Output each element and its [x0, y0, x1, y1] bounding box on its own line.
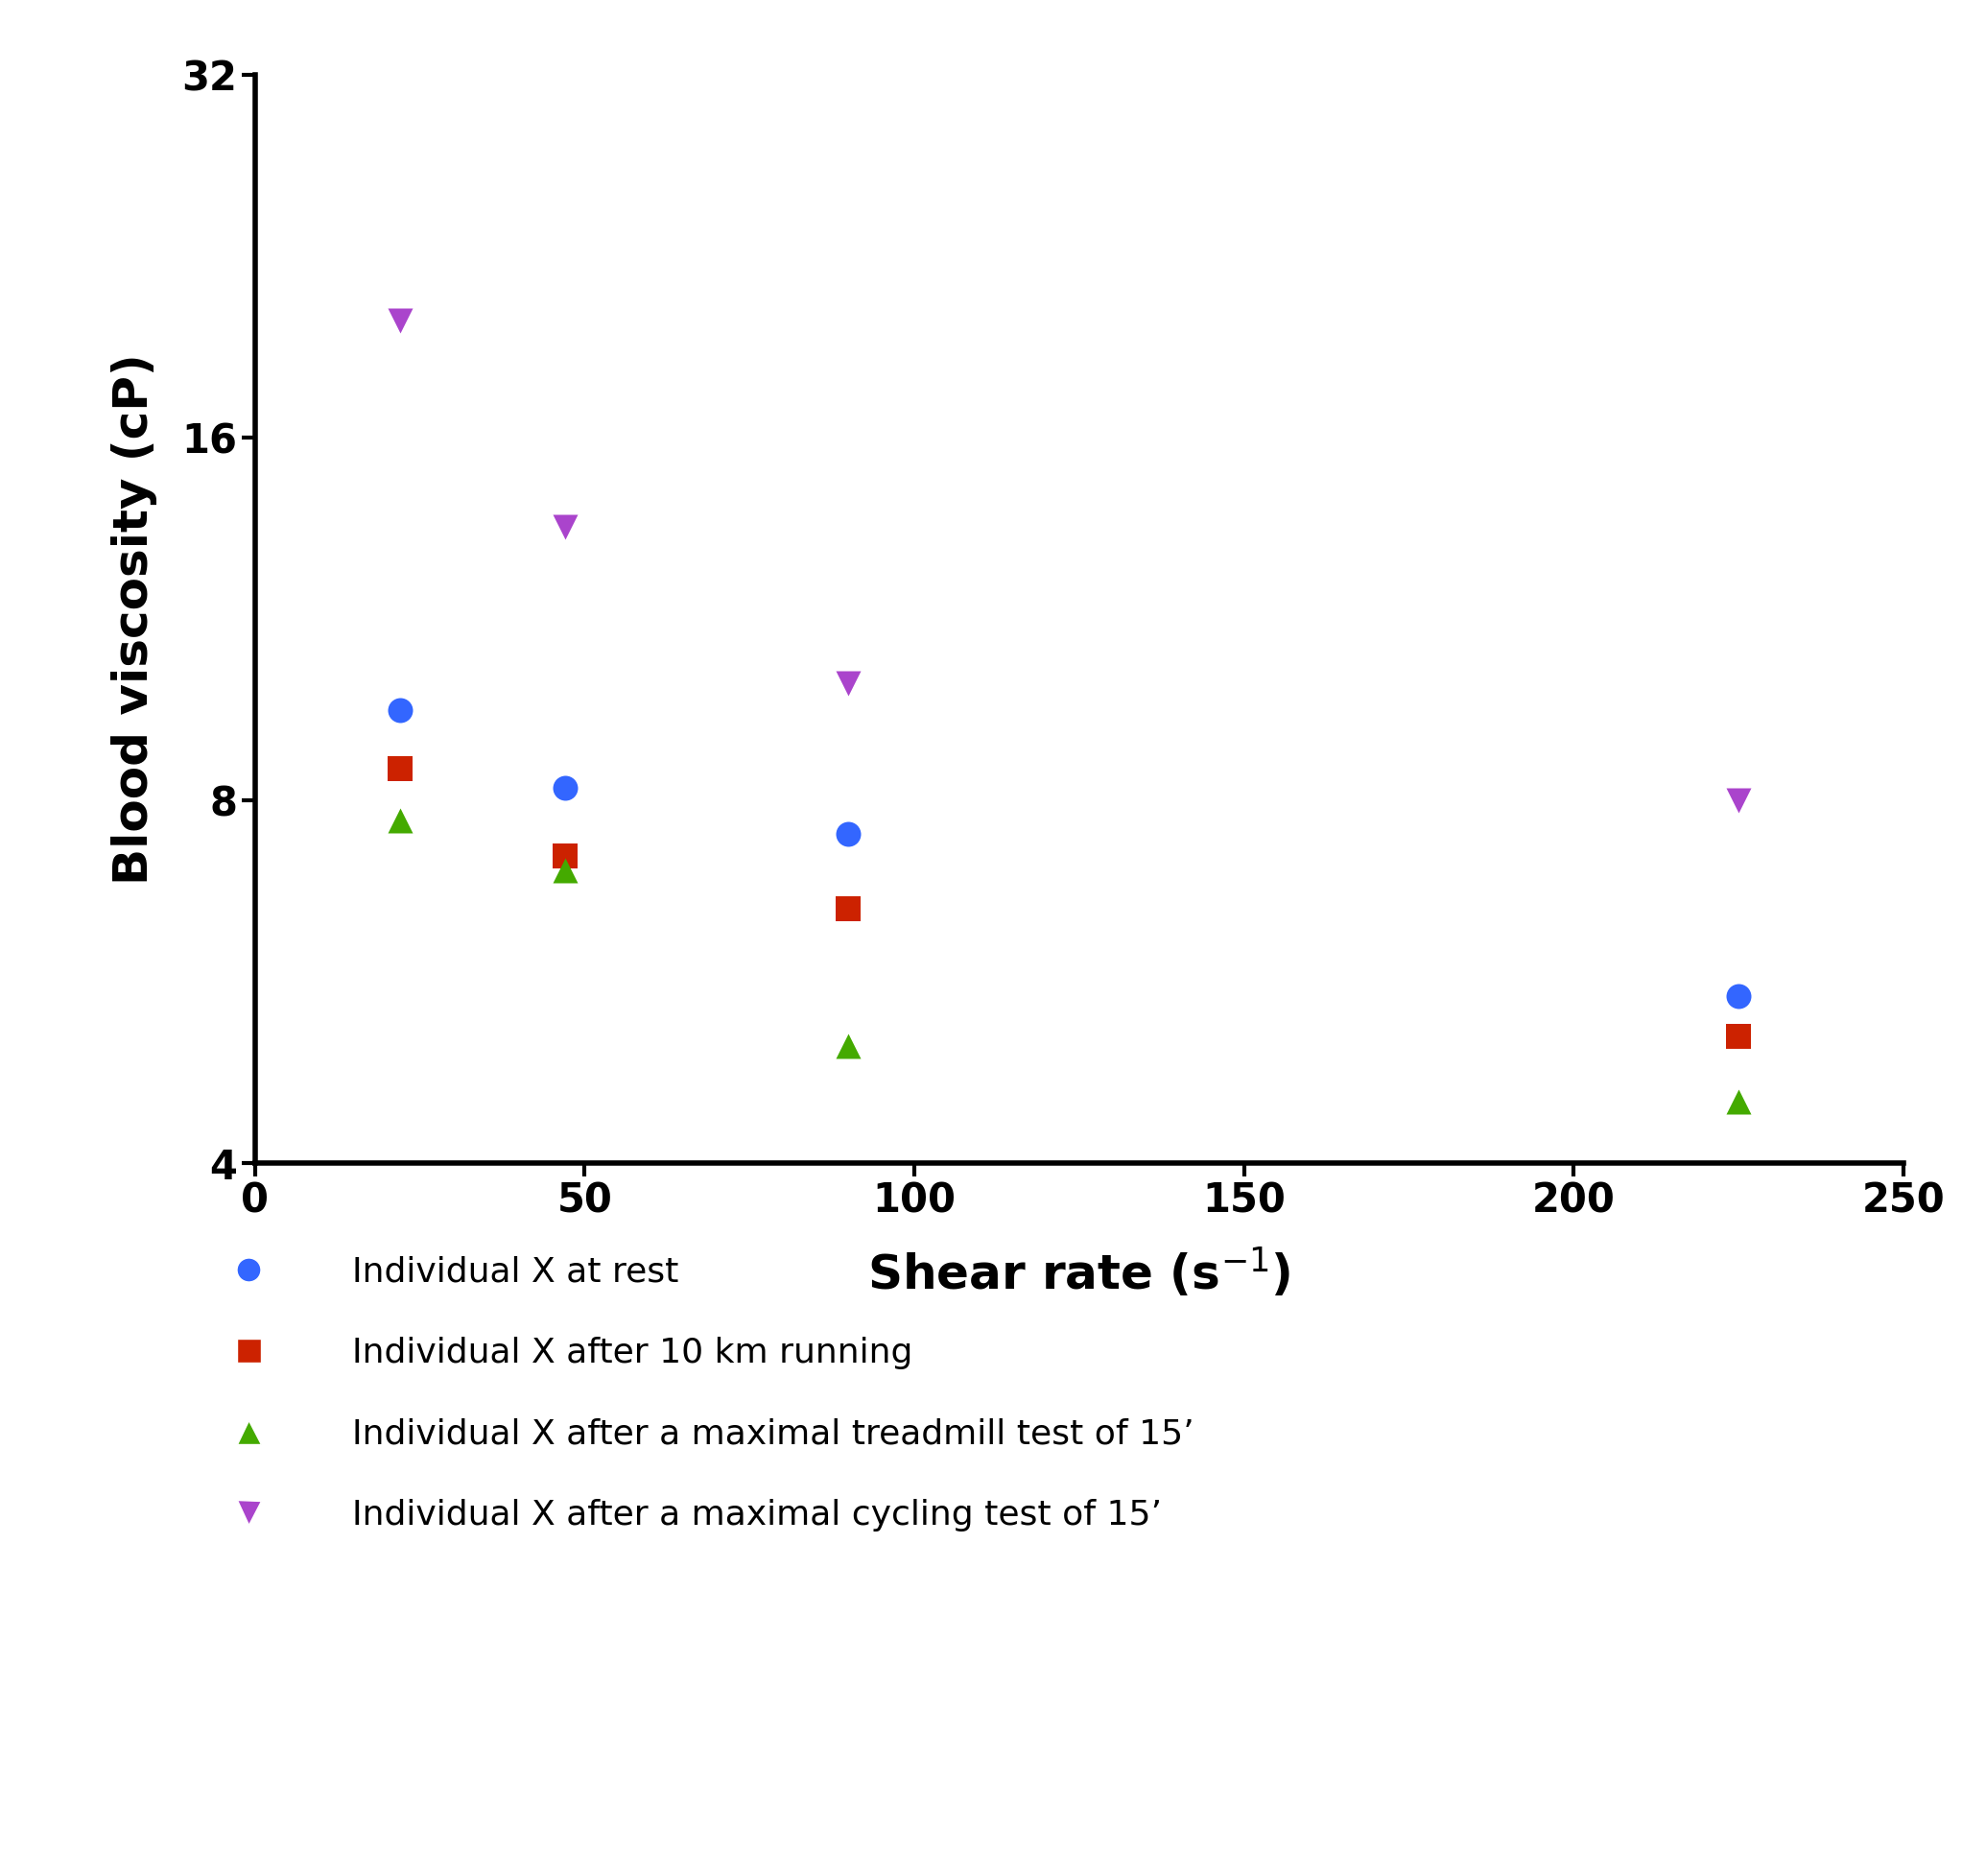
- Individual X at rest: [1723, 981, 1754, 1011]
- Legend: Individual X at rest, Individual X after 10 km running, Individual X after a max: Individual X at rest, Individual X after…: [214, 1255, 1195, 1531]
- Individual X at rest: [385, 696, 416, 726]
- Individual X after a maximal cycling test of 15’: [385, 306, 416, 336]
- Individual X after 10 km running: [549, 840, 581, 870]
- Individual X after a maximal cycling test of 15’: [549, 512, 581, 542]
- X-axis label: Shear rate (s$^{-1}$): Shear rate (s$^{-1}$): [867, 1246, 1291, 1300]
- Individual X at rest: [549, 773, 581, 803]
- Individual X at rest: [832, 820, 863, 850]
- Individual X after a maximal treadmill test of 15’: [832, 1032, 863, 1062]
- Individual X after a maximal treadmill test of 15’: [549, 855, 581, 885]
- Individual X after a maximal cycling test of 15’: [1723, 786, 1754, 816]
- Individual X after a maximal cycling test of 15’: [832, 668, 863, 698]
- Individual X after 10 km running: [832, 895, 863, 925]
- Individual X after a maximal treadmill test of 15’: [1723, 1086, 1754, 1116]
- Individual X after 10 km running: [385, 754, 416, 784]
- Y-axis label: Blood viscosity (cP): Blood viscosity (cP): [112, 353, 157, 885]
- Individual X after 10 km running: [1723, 1021, 1754, 1051]
- Individual X after a maximal treadmill test of 15’: [385, 805, 416, 835]
